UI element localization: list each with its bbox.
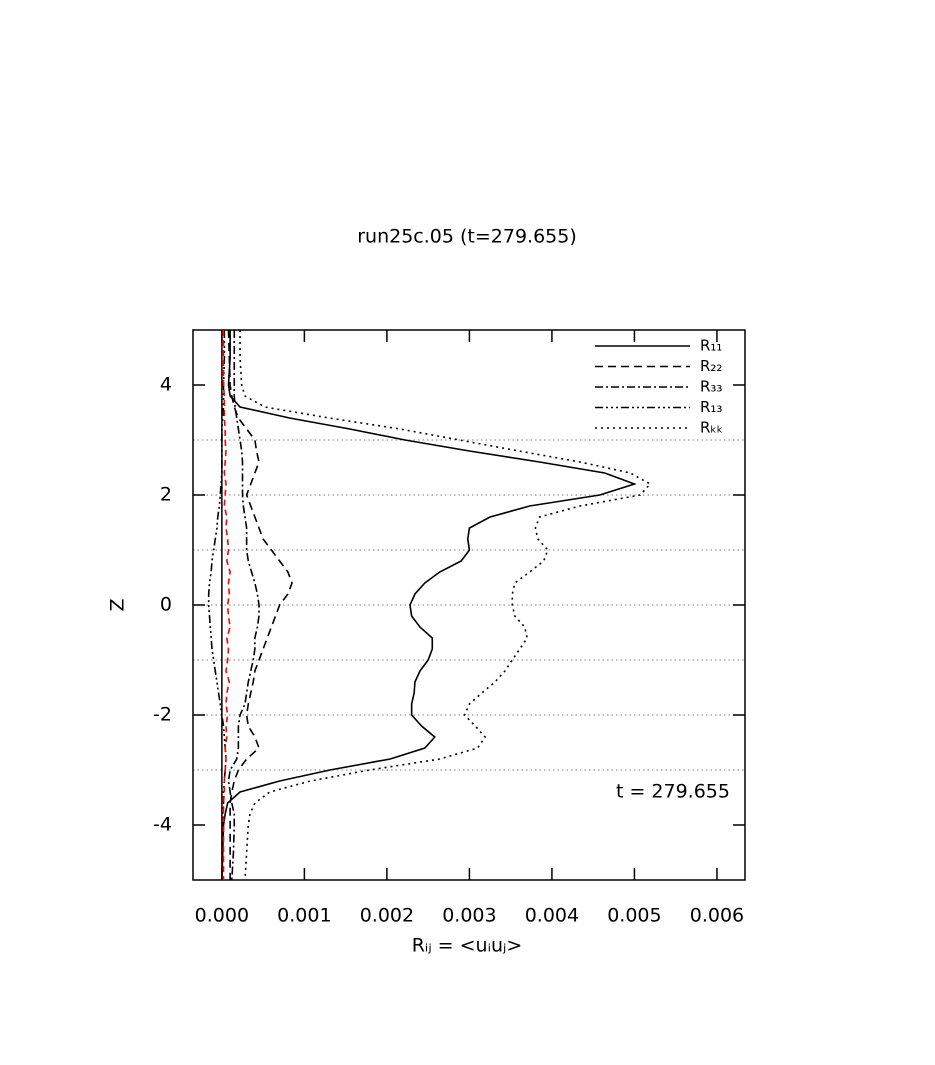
legend-label: R₁₃ xyxy=(700,398,722,416)
chart-title: run25c.05 (t=279.655) xyxy=(357,226,577,248)
series-line xyxy=(227,330,260,881)
y-tick-label: 4 xyxy=(160,374,172,396)
x-tick-label: 0.004 xyxy=(525,905,579,927)
x-tick-label: 0.006 xyxy=(690,905,744,927)
plot-frame xyxy=(192,329,746,881)
series-line xyxy=(222,330,231,880)
legend-label: R₂₂ xyxy=(700,357,722,375)
x-tick-label: 0.000 xyxy=(195,905,249,927)
x-tick-label: 0.003 xyxy=(442,905,496,927)
y-tick-label: 0 xyxy=(160,594,172,616)
y-axis-label: Z xyxy=(107,598,129,611)
y-tick-label: 2 xyxy=(160,484,172,506)
x-axis-label: Rᵢⱼ = <uᵢuⱼ> xyxy=(412,935,523,957)
legend-label: R₃₃ xyxy=(700,378,722,396)
annotation: t = 279.655 xyxy=(616,781,730,803)
legend-label: Rₖₖ xyxy=(700,419,723,437)
y-tick-label: -2 xyxy=(153,704,172,726)
legend-label: R₁₁ xyxy=(700,337,722,355)
series-line xyxy=(239,330,652,881)
x-tick-label: 0.005 xyxy=(607,905,661,927)
series-line xyxy=(227,329,293,880)
y-tick-label: -4 xyxy=(153,814,172,836)
x-tick-label: 0.002 xyxy=(360,905,414,927)
x-tick-label: 0.001 xyxy=(277,905,331,927)
series-line xyxy=(221,330,637,881)
